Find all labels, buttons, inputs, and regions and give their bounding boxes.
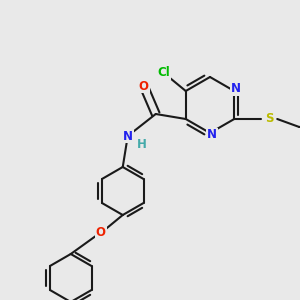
Text: O: O	[139, 80, 149, 92]
Text: N: N	[231, 82, 241, 95]
Text: S: S	[265, 112, 274, 125]
Text: Cl: Cl	[158, 67, 170, 80]
Text: N: N	[123, 130, 133, 142]
Text: H: H	[137, 137, 147, 151]
Text: N: N	[207, 128, 217, 142]
Text: O: O	[96, 226, 106, 239]
